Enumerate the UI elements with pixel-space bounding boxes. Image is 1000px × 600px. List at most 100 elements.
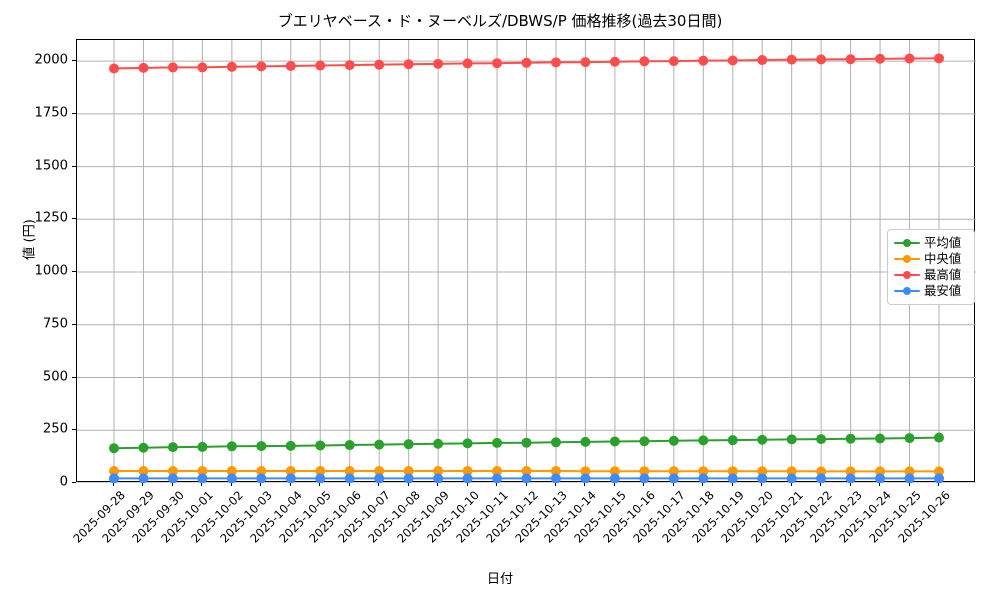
- data-point-marker: [639, 473, 650, 483]
- y-axis-tick-mark: [72, 482, 76, 483]
- data-point-marker: [521, 437, 532, 448]
- y-axis-tick-mark: [72, 429, 76, 431]
- data-point-marker: [492, 58, 503, 69]
- data-point-marker: [698, 435, 709, 446]
- data-point-marker: [285, 60, 296, 71]
- data-point-marker: [433, 58, 444, 69]
- data-point-marker: [757, 466, 768, 477]
- y-axis-tick-label: 2000: [34, 52, 68, 68]
- x-axis-tick-mark: [260, 482, 262, 486]
- data-point-marker: [374, 465, 385, 476]
- data-point-marker: [934, 473, 944, 483]
- y-axis-tick-label: 500: [42, 369, 68, 385]
- y-axis-tick-mark: [72, 271, 76, 273]
- x-axis-tick-mark: [113, 482, 114, 486]
- data-point-marker: [668, 466, 679, 477]
- data-point-marker: [256, 465, 267, 476]
- x-axis-tick-mark: [938, 482, 939, 486]
- data-point-marker: [698, 473, 709, 483]
- data-point-marker: [197, 441, 208, 452]
- data-point-marker: [138, 62, 149, 73]
- data-point-marker: [580, 466, 591, 477]
- x-axis-tick-mark: [761, 482, 763, 486]
- x-axis-tick-mark: [584, 482, 586, 486]
- legend-item[interactable]: 平均値: [894, 235, 968, 251]
- data-point-marker: [816, 466, 827, 477]
- x-axis-tick-mark: [201, 482, 203, 486]
- plot-svg: [77, 40, 976, 483]
- data-point-marker: [609, 436, 620, 447]
- x-axis-tick-mark: [643, 482, 645, 486]
- data-point-marker: [403, 473, 414, 483]
- data-point-marker: [816, 54, 827, 65]
- legend-item[interactable]: 最安値: [894, 283, 968, 299]
- data-point-marker: [226, 61, 237, 72]
- data-point-marker: [462, 438, 473, 449]
- data-point-marker: [550, 57, 561, 68]
- data-point-marker: [226, 465, 237, 476]
- data-point-marker: [344, 465, 355, 476]
- data-point-marker: [816, 473, 827, 483]
- data-point-marker: [727, 55, 738, 66]
- data-point-marker: [845, 433, 856, 444]
- x-axis-tick-mark: [378, 482, 380, 486]
- data-point-marker: [934, 466, 944, 477]
- data-point-marker: [374, 439, 385, 450]
- data-point-marker: [934, 432, 944, 443]
- y-axis-tick-mark: [72, 376, 76, 378]
- legend-item[interactable]: 最高値: [894, 267, 968, 283]
- x-axis-tick-mark: [554, 482, 556, 486]
- data-point-marker: [904, 433, 915, 444]
- data-point-marker: [109, 473, 119, 483]
- x-axis-title: 日付: [486, 572, 514, 587]
- data-point-marker: [845, 54, 856, 65]
- data-point-marker: [167, 465, 178, 476]
- data-point-marker: [609, 56, 620, 67]
- legend-item-label: 最高値: [924, 267, 962, 282]
- data-point-marker: [904, 53, 915, 64]
- data-point-marker: [875, 473, 886, 483]
- data-point-marker: [433, 473, 444, 483]
- x-axis-tick-mark: [525, 482, 527, 486]
- data-point-marker: [226, 441, 237, 452]
- data-point-marker: [315, 60, 326, 71]
- data-point-marker: [580, 436, 591, 447]
- data-point-marker: [521, 57, 532, 68]
- data-point-marker: [580, 57, 591, 68]
- legend-marker-icon: [894, 284, 920, 298]
- legend-item-label: 最安値: [924, 283, 962, 298]
- data-point-marker: [197, 62, 208, 73]
- legend-item[interactable]: 中央値: [894, 251, 968, 267]
- x-axis-tick-mark: [289, 482, 291, 486]
- data-point-marker: [462, 473, 473, 483]
- data-point-marker: [492, 437, 503, 448]
- data-point-marker: [727, 466, 738, 477]
- y-axis-tick-label: 1000: [34, 263, 68, 279]
- data-point-marker: [462, 58, 473, 69]
- data-point-marker: [786, 466, 797, 477]
- x-axis-tick-mark: [407, 482, 409, 486]
- data-point-marker: [197, 473, 208, 483]
- data-point-marker: [786, 54, 797, 65]
- y-axis-tick-mark: [72, 323, 76, 325]
- x-axis-tick-mark: [171, 482, 173, 486]
- data-point-marker: [816, 434, 827, 445]
- data-point-marker: [698, 466, 709, 477]
- data-point-marker: [845, 466, 856, 477]
- data-point-marker: [285, 440, 296, 451]
- x-axis-tick-mark: [702, 482, 704, 486]
- x-axis-tick-mark: [230, 482, 232, 486]
- x-axis-tick-mark: [496, 482, 498, 486]
- data-point-marker: [403, 59, 414, 70]
- legend-marker-icon: [894, 252, 920, 266]
- data-point-marker: [462, 465, 473, 476]
- x-axis-tick-mark: [466, 482, 468, 486]
- legend-marker-icon: [894, 268, 920, 282]
- x-axis-tick-mark: [820, 482, 822, 486]
- data-point-marker: [786, 473, 797, 483]
- data-point-marker: [167, 62, 178, 73]
- y-axis-tick-label: 750: [42, 316, 68, 332]
- data-point-marker: [727, 473, 738, 483]
- data-point-marker: [138, 473, 149, 483]
